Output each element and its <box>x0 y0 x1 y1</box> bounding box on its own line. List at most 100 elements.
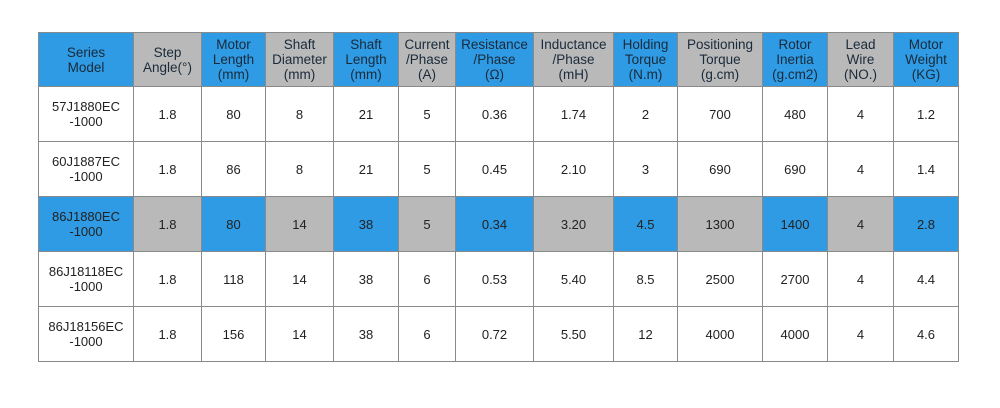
data-cell: 86J18156EC -1000 <box>38 306 134 362</box>
cell-line: Motor <box>216 37 251 52</box>
data-cell: 2.10 <box>533 141 614 197</box>
cell-line: (mH) <box>558 67 589 82</box>
data-cell: 1.74 <box>533 86 614 142</box>
data-cell: 4 <box>827 196 894 252</box>
data-cell: 2700 <box>762 251 828 307</box>
header-cell: Lead Wire (NO.) <box>827 32 894 87</box>
data-cell: 57J1880EC -1000 <box>38 86 134 142</box>
data-cell: 8 <box>265 86 334 142</box>
cell-line: (KG) <box>911 67 941 82</box>
data-cell: 12 <box>613 306 678 362</box>
cell-line: 57J1880EC <box>52 99 120 114</box>
data-cell: 21 <box>333 86 399 142</box>
data-row: 86J1880EC -1000 1.8 80 14 38 5 0.34 3.20 4.5 1300 1… <box>38 196 959 252</box>
data-cell: 0.34 <box>455 196 534 252</box>
data-cell: 118 <box>201 251 266 307</box>
data-cell: 4000 <box>762 306 828 362</box>
header-cell: Positioning Torque (g.cm) <box>677 32 763 87</box>
data-cell: 1.8 <box>133 251 202 307</box>
cell-line: -1000 <box>69 279 103 294</box>
cell-line: Shaft <box>283 37 316 52</box>
cell-line: Inertia <box>776 52 814 67</box>
cell-line: Motor <box>908 37 944 52</box>
cell-line: /Phase <box>552 52 595 67</box>
data-cell: 2.8 <box>893 196 959 252</box>
cell-line: 86J18156EC <box>48 319 124 334</box>
header-cell: Series Model <box>38 32 134 87</box>
data-cell: 700 <box>677 86 763 142</box>
cell-line: Torque <box>624 52 667 67</box>
data-cell: 1.8 <box>133 86 202 142</box>
cell-line: Weight <box>905 52 947 67</box>
header-cell: Step Angle(°) <box>133 32 202 87</box>
data-cell: 1300 <box>677 196 763 252</box>
cell-line: (g.cm2) <box>772 67 818 82</box>
data-cell: 1400 <box>762 196 828 252</box>
cell-line: Length <box>212 52 255 67</box>
cell-line: (mm) <box>283 67 316 82</box>
header-cell: Inductance/Phase (mH) <box>533 32 614 87</box>
data-cell: 21 <box>333 141 399 197</box>
cell-line: Angle(°) <box>143 59 192 75</box>
cell-line: 86J1880EC <box>52 209 120 224</box>
spec-table-wrap: Series Model Step Angle(°) Motor Length (mm) Sh… <box>38 32 959 362</box>
data-cell: 8 <box>265 141 334 197</box>
header-cell: Motor Length (mm) <box>201 32 266 87</box>
data-cell: 86 <box>201 141 266 197</box>
cell-line: Shaft <box>350 37 382 52</box>
cell-line: Model <box>67 59 105 75</box>
cell-line: (g.cm) <box>700 67 740 82</box>
data-cell: 4 <box>827 306 894 362</box>
data-cell: 5 <box>398 196 456 252</box>
data-cell: 0.72 <box>455 306 534 362</box>
spec-table: Series Model Step Angle(°) Motor Length (mm) Sh… <box>38 32 959 362</box>
data-cell: 38 <box>333 251 399 307</box>
header-row: Series Model Step Angle(°) Motor Length (mm) Sh… <box>38 32 959 87</box>
data-cell: 1.4 <box>893 141 959 197</box>
cell-line: Resistance <box>461 37 528 52</box>
header-cell: Resistance/Phase (Ω) <box>455 32 534 87</box>
data-cell: 4 <box>827 86 894 142</box>
data-cell: 156 <box>201 306 266 362</box>
header-cell: Shaft Length (mm) <box>333 32 399 87</box>
data-row: 86J18118EC -1000 1.8 118 14 38 6 0.53 5.40 8.5 250… <box>38 251 959 307</box>
cell-line: Inductance <box>540 37 607 52</box>
data-cell: 38 <box>333 306 399 362</box>
data-cell: 690 <box>677 141 763 197</box>
cell-line: Step <box>153 44 182 60</box>
cell-line: -1000 <box>69 334 103 349</box>
cell-line: Lead <box>845 37 876 52</box>
cell-line: Positioning <box>686 37 754 52</box>
data-cell: 80 <box>201 196 266 252</box>
cell-line: Current <box>404 37 450 52</box>
data-cell: 86J18118EC -1000 <box>38 251 134 307</box>
data-cell: 4.6 <box>893 306 959 362</box>
header-cell: Current/Phase (A) <box>398 32 456 87</box>
data-cell: 1.8 <box>133 141 202 197</box>
data-cell: 4.5 <box>613 196 678 252</box>
cell-line: (NO.) <box>844 67 877 82</box>
data-row: 57J1880EC -1000 1.8 80 8 21 5 0.36 1.74 2 700 480 4 1… <box>38 86 959 142</box>
cell-line: Torque <box>699 52 741 67</box>
cell-line: Holding <box>622 37 669 52</box>
data-cell: 1.8 <box>133 196 202 252</box>
cell-line: Diameter <box>272 52 327 67</box>
data-cell: 0.45 <box>455 141 534 197</box>
cell-line: -1000 <box>69 224 103 239</box>
data-cell: 0.36 <box>455 86 534 142</box>
cell-line: 60J1887EC <box>52 154 120 169</box>
cell-line: 86J18118EC <box>48 264 124 279</box>
cell-line: /Phase <box>405 52 449 67</box>
header-cell: Motor Weight (KG) <box>893 32 959 87</box>
data-cell: 4 <box>827 141 894 197</box>
data-row: 86J18156EC -1000 1.8 156 14 38 6 0.72 5.50 12 4000… <box>38 306 959 362</box>
data-cell: 5 <box>398 86 456 142</box>
data-cell: 3.20 <box>533 196 614 252</box>
data-cell: 0.53 <box>455 251 534 307</box>
data-cell: 5 <box>398 141 456 197</box>
data-cell: 5.40 <box>533 251 614 307</box>
data-cell: 480 <box>762 86 828 142</box>
cell-line: Wire <box>846 52 875 67</box>
data-row: 60J1887EC -1000 1.8 86 8 21 5 0.45 2.10 3 690 690 4 1… <box>38 141 959 197</box>
